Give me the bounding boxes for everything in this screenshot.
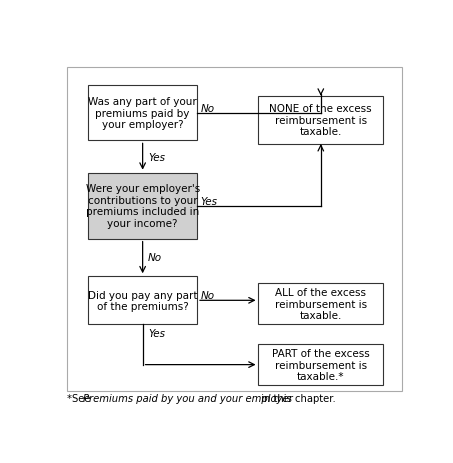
- Text: Was any part of your
premiums paid by
your employer?: Was any part of your premiums paid by yo…: [88, 97, 197, 130]
- Bar: [88, 173, 197, 239]
- Text: No: No: [201, 291, 215, 300]
- Text: NONE of the excess
reimbursement is
taxable.: NONE of the excess reimbursement is taxa…: [270, 104, 372, 137]
- Text: *See: *See: [67, 394, 94, 404]
- Text: Yes: Yes: [201, 197, 217, 207]
- Text: No: No: [201, 104, 215, 114]
- Text: in this chapter.: in this chapter.: [259, 394, 336, 404]
- Text: Yes: Yes: [148, 329, 165, 338]
- Bar: [259, 284, 383, 325]
- Text: Premiums paid by you and your employer: Premiums paid by you and your employer: [83, 394, 293, 404]
- Bar: [259, 97, 383, 144]
- Bar: [88, 276, 197, 325]
- Text: Did you pay any part
of the premiums?: Did you pay any part of the premiums?: [88, 290, 198, 312]
- Text: Were your employer's
contributions to your
premiums included in
your income?: Were your employer's contributions to yo…: [86, 184, 200, 229]
- Text: No: No: [148, 253, 162, 263]
- Text: Yes: Yes: [148, 152, 165, 162]
- Text: PART of the excess
reimbursement is
taxable.*: PART of the excess reimbursement is taxa…: [272, 348, 370, 382]
- Bar: [88, 86, 197, 141]
- Bar: [259, 344, 383, 385]
- Text: ALL of the excess
reimbursement is
taxable.: ALL of the excess reimbursement is taxab…: [275, 288, 367, 321]
